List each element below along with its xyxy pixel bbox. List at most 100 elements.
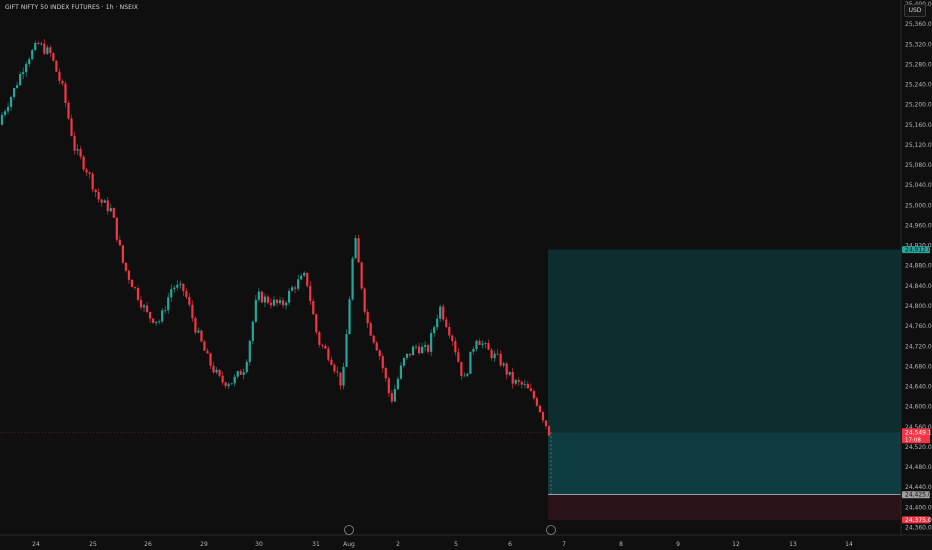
marker-price-badge-bg <box>902 491 930 499</box>
y-tick-label: 24,480.0 <box>905 464 932 471</box>
y-tick-label: 25,000.0 <box>905 202 932 209</box>
candle-body <box>12 87 16 97</box>
candle-body <box>357 238 360 263</box>
currency-button[interactable]: USD <box>904 4 926 17</box>
candle-body <box>484 342 487 344</box>
marker-price-badge-label: 24,425.0 <box>905 492 932 499</box>
entry-price-badge-label: 24,549.1 <box>905 429 932 436</box>
candle-body <box>40 43 43 45</box>
candle-body <box>127 270 131 280</box>
event-marker-icon <box>344 525 354 535</box>
y-tick-label: 25,160.0 <box>905 122 932 129</box>
y-tick-label: 24,800.0 <box>905 303 932 310</box>
candle-body <box>342 366 345 386</box>
candle-body <box>442 306 445 320</box>
candle-body <box>538 405 542 413</box>
candle-body <box>532 391 535 399</box>
candle-body <box>58 71 61 81</box>
candle-body <box>142 305 146 308</box>
candle-body <box>161 310 164 322</box>
candle-body <box>49 47 52 53</box>
y-tick-label: 25,280.0 <box>905 61 932 68</box>
candle-body <box>408 353 412 356</box>
candle-body <box>336 371 339 373</box>
candle-body <box>547 426 551 436</box>
candle-body <box>303 272 306 276</box>
y-tick-label: 25,120.0 <box>905 142 932 149</box>
candle-body <box>366 311 369 324</box>
candle-body <box>188 296 191 305</box>
candle-body <box>360 262 363 289</box>
y-tick-label: 24,360.0 <box>905 524 932 531</box>
entry-price-badge-bg <box>902 428 930 444</box>
candle-body <box>529 388 532 392</box>
candle-body <box>315 314 318 333</box>
candle-body <box>148 311 152 319</box>
candle-body <box>544 420 548 427</box>
chart-title: GIFT NIFTY 50 INDEX FUTURES · 1h · NSEIX <box>5 4 139 11</box>
candle-body <box>402 357 406 366</box>
candle-body <box>387 378 390 394</box>
candle-body <box>88 172 91 174</box>
event-marker-icon <box>546 525 556 535</box>
y-tick-label: 25,200.0 <box>905 102 932 109</box>
x-tick-label: 7 <box>562 541 566 548</box>
y-tick-label: 25,080.0 <box>905 162 932 169</box>
candle-body <box>278 300 282 304</box>
candle-body <box>505 363 508 375</box>
candle-body <box>481 343 484 345</box>
candle-body <box>499 353 502 366</box>
candle-body <box>472 348 475 352</box>
candle-body <box>215 369 218 373</box>
candle-body <box>487 342 490 350</box>
candle-body <box>43 43 46 54</box>
candle-body <box>493 353 496 359</box>
candle-body <box>173 287 176 290</box>
candle-body <box>312 300 315 315</box>
candle-body <box>460 361 463 377</box>
candle-body <box>420 346 424 354</box>
time-axis[interactable]: 24 25 26 29 30 31 Aug 2 5 6 7 8 9 12 13 14 <box>0 525 932 550</box>
candle-body <box>224 382 227 387</box>
candle-body <box>369 323 372 336</box>
x-tick-label: 14 <box>845 541 853 548</box>
price-axis-bg <box>901 0 932 550</box>
long-position-tool[interactable] <box>0 249 901 520</box>
candle-body <box>433 327 436 334</box>
profit-zone <box>548 249 901 433</box>
candle-body <box>378 350 381 357</box>
candle-body <box>254 299 257 322</box>
price-axis[interactable]: 25,400.025,360.025,320.025,280.025,240.0… <box>900 0 932 550</box>
candle-body <box>297 279 300 289</box>
candle-body <box>281 300 285 306</box>
candle-body <box>445 319 448 328</box>
candle-body <box>106 200 109 212</box>
y-tick-label: 24,440.0 <box>905 484 932 491</box>
entry-time-label: 17:08 <box>905 437 921 443</box>
loss-zone <box>548 494 901 520</box>
x-tick-label: 12 <box>732 541 740 548</box>
candle-body <box>300 275 303 280</box>
candle-body <box>363 288 366 312</box>
candle-body <box>115 217 118 240</box>
y-tick-label: 24,760.0 <box>905 323 932 330</box>
candle-body <box>61 80 64 84</box>
candle-body <box>242 372 245 375</box>
candle-body <box>209 353 212 366</box>
candle-body <box>439 306 442 319</box>
candle-body <box>469 351 472 374</box>
candle-body <box>405 353 409 358</box>
candle-body <box>52 52 55 61</box>
candle-body <box>179 283 182 285</box>
x-tick-label: 9 <box>676 541 680 548</box>
candle-body <box>466 373 469 376</box>
candle-body <box>73 135 76 151</box>
candle-body <box>139 299 143 308</box>
candle-body <box>124 262 128 271</box>
candle-body <box>155 321 158 323</box>
y-tick-label: 24,960.0 <box>905 222 932 229</box>
target-price-badge-bg <box>902 246 930 254</box>
candle-body <box>121 245 124 263</box>
candle-body <box>275 299 279 304</box>
